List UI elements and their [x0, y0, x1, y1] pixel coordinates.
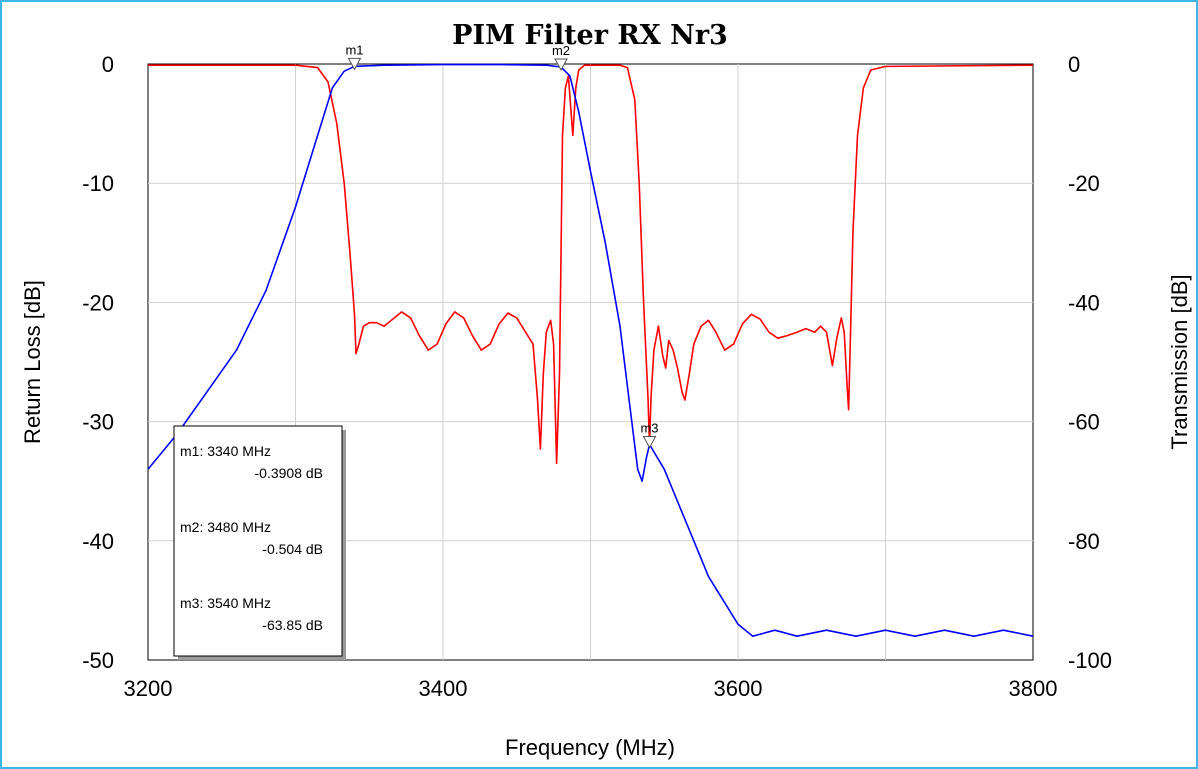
legend-marker-freq: m3: 3540 MHz: [180, 595, 271, 611]
legend-marker-freq: m2: 3480 MHz: [180, 519, 271, 535]
marker-legend: m1: 3340 MHz -0.3908 dB m2: 3480 MHz -0.504…: [173, 425, 346, 660]
y-tick-label-right: -40: [1068, 290, 1100, 315]
x-tick-label: 3200: [124, 676, 173, 701]
y-tick-label-left: -10: [82, 171, 114, 196]
y-tick-label-right: -100: [1068, 648, 1112, 673]
y-axis-label-left: Return Loss [dB]: [20, 280, 45, 444]
marker-layer: m1 m2 m3: [345, 42, 659, 449]
y-tick-label-left: 0: [102, 52, 114, 77]
marker-m1-triangle: [347, 57, 362, 71]
tick-labels: 3200 3400 3600 3800 0 -10 -20 -30 -40 -50 0 -20 -40 -…: [82, 52, 1112, 701]
legend-marker-value: -0.3908 dB: [255, 465, 324, 481]
y-tick-label-right: -20: [1068, 171, 1100, 196]
x-tick-label: 3400: [419, 676, 468, 701]
x-tick-label: 3600: [714, 676, 763, 701]
series-line-1: [148, 64, 1034, 465]
chart-title: PIM Filter RX Nr3: [452, 20, 728, 51]
marker-m1-label: m1: [345, 42, 363, 57]
series-layer: [147, 63, 1034, 638]
legend-box: [173, 425, 343, 657]
y-axis-label-right: Transmission [dB]: [1167, 274, 1192, 449]
y-tick-label-right: -60: [1068, 410, 1100, 435]
series-line-2: [147, 63, 1034, 638]
y-tick-label-left: -30: [82, 410, 114, 435]
y-tick-label-left: -20: [82, 290, 114, 315]
marker-m2-triangle: [554, 58, 568, 72]
marker-m3-label: m3: [640, 421, 658, 436]
x-tick-label: 3800: [1009, 676, 1058, 701]
x-axis-label: Frequency (MHz): [505, 735, 675, 760]
marker-m3-triangle: [642, 436, 657, 449]
legend-marker-freq: m1: 3340 MHz: [180, 443, 271, 459]
legend-marker-value: -0.504 dB: [262, 541, 323, 557]
y-tick-label-left: -50: [82, 648, 114, 673]
y-tick-label-right: 0: [1068, 52, 1080, 77]
legend-marker-value: -63.85 dB: [262, 617, 323, 633]
y-tick-label-left: -40: [82, 529, 114, 554]
marker-m2-label: m2: [552, 43, 570, 58]
y-tick-label-right: -80: [1068, 529, 1100, 554]
